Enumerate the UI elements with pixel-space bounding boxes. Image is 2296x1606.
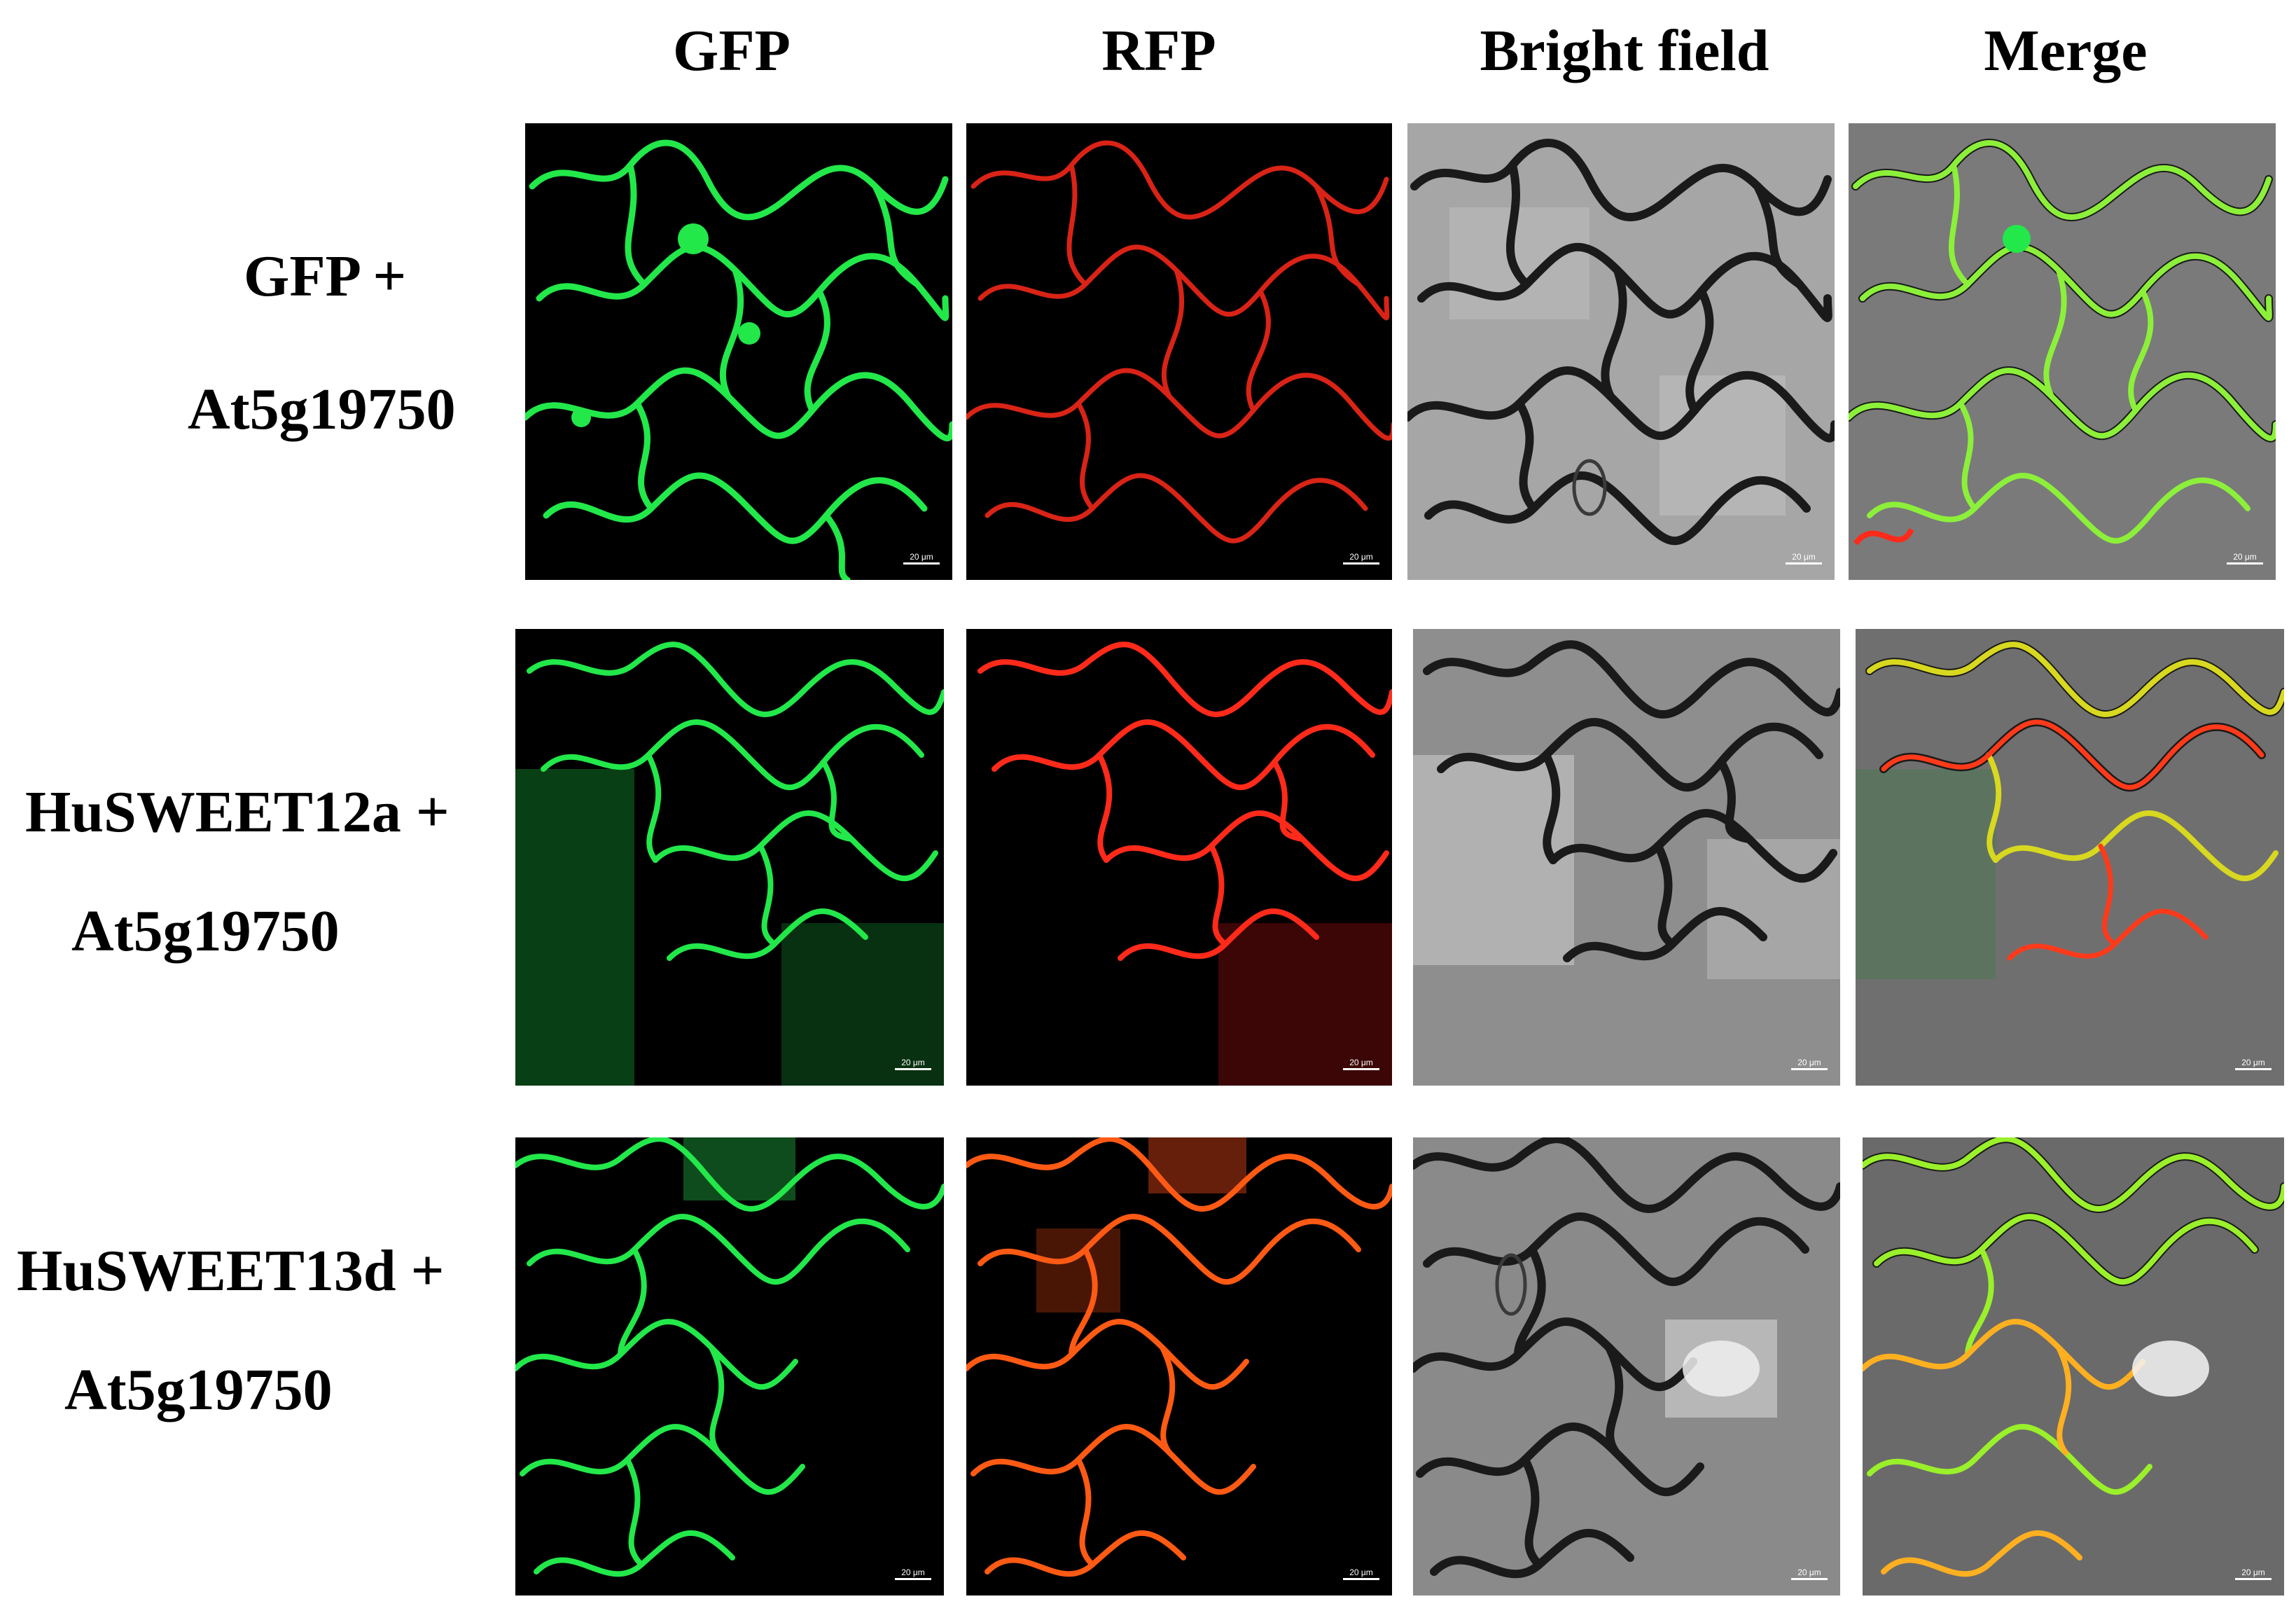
scale-bar: 20 μm — [2235, 1058, 2271, 1070]
scale-bar: 20 μm — [1791, 1567, 1828, 1580]
micrograph-row3-rfp: 20 μm — [966, 1137, 1392, 1595]
column-header-merge: Merge — [1984, 18, 2148, 83]
micrograph-row3-merge: 20 μm — [1863, 1137, 2284, 1595]
scale-bar-label: 20 μm — [1349, 1567, 1373, 1577]
rfp-cell-outlines — [966, 1137, 1392, 1595]
scale-bar-label: 20 μm — [2241, 1058, 2265, 1067]
micrograph-row3-gfp: 20 μm — [515, 1137, 944, 1595]
micrograph-row2-merge: 20 μm — [1856, 629, 2284, 1086]
micrograph-row2-rfp: 20 μm — [966, 629, 1392, 1086]
merge-overlay — [1849, 123, 2276, 580]
micrograph-row1-rfp: 20 μm — [966, 123, 1392, 580]
scale-bar: 20 μm — [1791, 1058, 1828, 1070]
micrograph-row1-gfp: 20 μm — [525, 123, 952, 580]
bright-field-cell-walls — [1413, 1137, 1840, 1595]
bright-field-cell-walls — [1413, 629, 1840, 1086]
micrograph-row2-gfp: 20 μm — [515, 629, 944, 1086]
row-label-2-line1: HuSWEET12a + — [25, 780, 450, 845]
column-header-rfp: RFP — [1101, 18, 1216, 83]
scale-bar-label: 20 μm — [1349, 1058, 1373, 1067]
column-header-gfp: GFP — [673, 18, 791, 83]
scale-bar-label: 20 μm — [910, 552, 933, 562]
scale-bar: 20 μm — [1343, 1058, 1379, 1070]
scale-bar: 20 μm — [1343, 552, 1379, 565]
scale-bar: 20 μm — [895, 1567, 931, 1580]
gfp-cell-outlines — [515, 629, 944, 1086]
row-label-3-line2: At5g19750 — [64, 1357, 333, 1422]
bright-field-cell-walls — [1407, 123, 1835, 580]
merge-overlay — [1863, 1137, 2284, 1595]
scale-bar-label: 20 μm — [1797, 1058, 1821, 1067]
gfp-cell-outlines — [515, 1137, 944, 1595]
row-label-1-line1: GFP + — [244, 244, 407, 309]
scale-bar-label: 20 μm — [901, 1567, 925, 1577]
micrograph-row3-bright-field: 20 μm — [1413, 1137, 1840, 1595]
scale-bar: 20 μm — [2235, 1567, 2271, 1580]
scale-bar: 20 μm — [2227, 552, 2263, 565]
row-label-1-line2: At5g19750 — [188, 377, 456, 442]
gfp-cell-outlines — [525, 123, 952, 580]
micrograph-row1-bright-field: 20 μm — [1407, 123, 1835, 580]
merge-overlay — [1856, 629, 2284, 1086]
scale-bar: 20 μm — [895, 1058, 931, 1070]
column-header-bright-field: Bright field — [1480, 18, 1769, 83]
scale-bar-label: 20 μm — [901, 1058, 925, 1067]
scale-bar: 20 μm — [903, 552, 940, 565]
scale-bar-label: 20 μm — [1797, 1567, 1821, 1577]
rfp-cell-outlines — [966, 123, 1392, 580]
scale-bar: 20 μm — [1786, 552, 1822, 565]
row-label-2-line2: At5g19750 — [71, 899, 340, 964]
row-label-3-line1: HuSWEET13d + — [17, 1238, 445, 1303]
scale-bar-label: 20 μm — [2233, 552, 2257, 562]
rfp-cell-outlines — [966, 629, 1392, 1086]
micrograph-row2-bright-field: 20 μm — [1413, 629, 1840, 1086]
scale-bar-label: 20 μm — [1792, 552, 1816, 562]
scale-bar-label: 20 μm — [2241, 1567, 2265, 1577]
scale-bar: 20 μm — [1343, 1567, 1379, 1580]
micrograph-row1-merge: 20 μm — [1849, 123, 2276, 580]
scale-bar-label: 20 μm — [1349, 552, 1373, 562]
